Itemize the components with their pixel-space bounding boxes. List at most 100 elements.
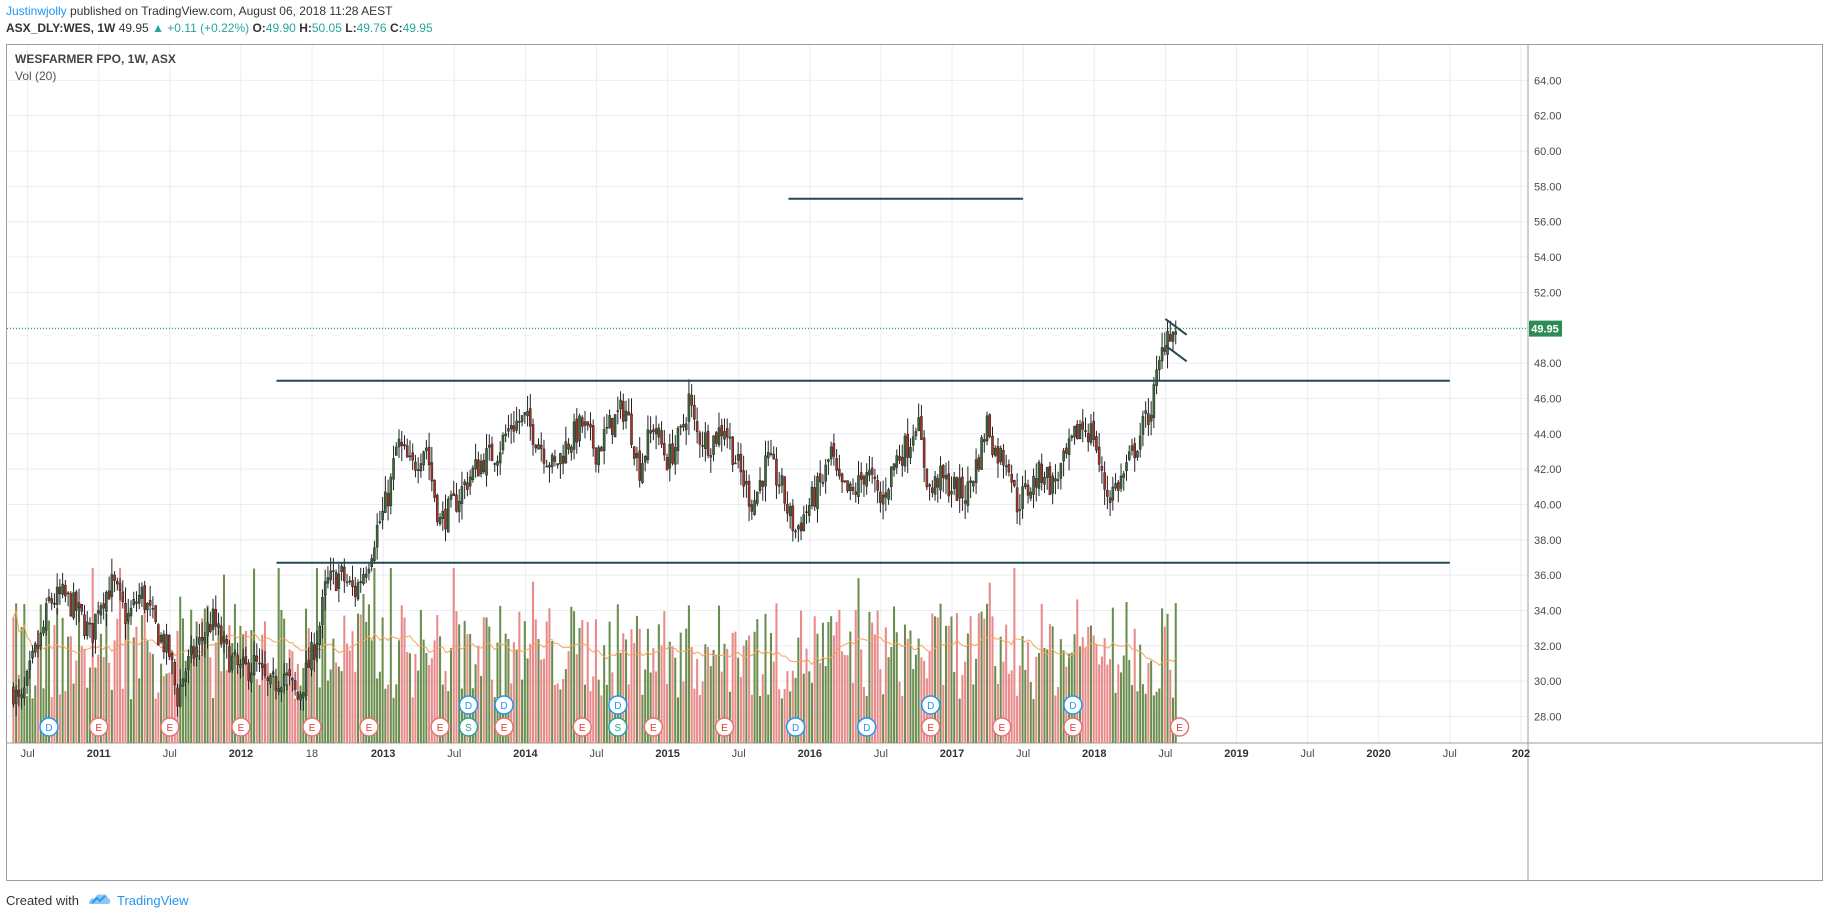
volume-bar (1021, 636, 1024, 743)
volume-bar (419, 609, 422, 743)
volume-bar (417, 670, 420, 743)
volume-bar (835, 621, 838, 743)
candle-body (1114, 483, 1117, 489)
volume-bar (119, 568, 122, 743)
volume-bar (1150, 660, 1153, 743)
volume-bar (879, 669, 882, 743)
volume-bar (966, 633, 969, 743)
candle-body (113, 574, 116, 581)
volume-bar (212, 698, 215, 743)
volume-bar (1016, 695, 1019, 743)
volume-bar (504, 633, 507, 743)
candle-body (690, 394, 693, 406)
dividend-marker-label: D (500, 701, 507, 712)
candle-body (474, 459, 477, 470)
volume-bar (280, 610, 283, 743)
author-link[interactable]: Justinwjolly (6, 4, 67, 18)
dividend-marker-label: D (614, 701, 621, 712)
volume-bar (15, 603, 18, 743)
candle-body (909, 446, 912, 459)
price-change: ▲ +0.11 (+0.22%) (152, 21, 250, 35)
candle-body (1018, 509, 1022, 511)
volume-bar (31, 698, 34, 743)
volume-bar (745, 640, 748, 743)
volume-bar (149, 652, 152, 743)
candle-body (261, 663, 264, 668)
candle-body (266, 677, 270, 681)
volume-bar (805, 648, 808, 743)
volume-bar (1048, 624, 1051, 743)
candle-body (334, 572, 338, 592)
candle-body (766, 452, 770, 459)
candle-body (414, 461, 417, 471)
earnings-marker (160, 717, 180, 737)
candle-body (1015, 487, 1019, 513)
candle-body (239, 664, 242, 668)
volume-bar (876, 610, 879, 743)
candle-body (241, 657, 245, 665)
published-text: published on TradingView.com, August 06,… (70, 4, 393, 18)
candle-body (200, 637, 204, 641)
dividend-marker (785, 717, 806, 737)
candle-body (876, 480, 879, 491)
volume-bar (537, 639, 540, 743)
candle-body (228, 646, 231, 673)
volume-bar (389, 568, 392, 743)
candle-body (895, 455, 899, 468)
volume-bar (173, 671, 176, 743)
volume-bar (887, 657, 890, 743)
candle-body (318, 625, 321, 646)
volume-bar (310, 665, 313, 743)
candle-body (315, 643, 319, 658)
volume-bar (313, 657, 316, 743)
volume-bar (488, 626, 491, 743)
candle-body (157, 624, 160, 646)
volume-bar (447, 691, 450, 743)
price-tick-label: 56.00 (1534, 217, 1562, 229)
candle-body (184, 671, 187, 682)
volume-bar (660, 645, 663, 743)
price-tick-label: 44.00 (1534, 429, 1562, 441)
volume-bar (362, 594, 365, 743)
volume-bar (953, 671, 956, 743)
volume-bar (737, 657, 740, 743)
candle-body (851, 487, 855, 492)
candle-body (140, 586, 144, 599)
volume-bar (356, 613, 360, 743)
volume-bar (912, 669, 915, 743)
footer: Created with TradingView (6, 892, 189, 909)
volume-bar (64, 690, 67, 743)
candle-body (570, 446, 573, 453)
volume-bar (1051, 626, 1054, 743)
volume-bar (1081, 637, 1084, 743)
volume-bar (767, 694, 770, 743)
volume-bar (701, 681, 704, 743)
volume-bar (726, 648, 729, 743)
volume-bar (1169, 669, 1172, 743)
volume-bar (354, 671, 357, 743)
volume-bar (110, 689, 113, 743)
candle-body (591, 425, 595, 449)
tradingview-brand-link[interactable]: TradingView (116, 893, 189, 908)
chart-frame[interactable]: 64.0062.0060.0058.0056.0054.0052.0050.00… (6, 44, 1823, 881)
candle-body (925, 468, 929, 488)
candle-body (66, 592, 70, 595)
earnings-marker (643, 717, 664, 737)
earnings-marker-label: E (1070, 723, 1077, 734)
candle-body (148, 600, 152, 606)
earnings-marker-label: E (238, 723, 245, 734)
volume-bar (135, 626, 138, 743)
candle-body (873, 476, 877, 480)
candle-body (818, 473, 822, 483)
volume-bar (140, 615, 143, 743)
candle-body (564, 441, 568, 464)
trendline-flag-upper (1164, 318, 1188, 336)
volume-bar (800, 610, 803, 743)
candle-body (96, 610, 100, 614)
candle-body (214, 609, 218, 627)
candle-body (230, 655, 234, 670)
candle-body (684, 423, 688, 431)
volume-bar (1087, 626, 1090, 743)
candle-body (947, 473, 951, 497)
price-chart[interactable]: 64.0062.0060.0058.0056.0054.0052.0050.00… (7, 45, 1822, 880)
